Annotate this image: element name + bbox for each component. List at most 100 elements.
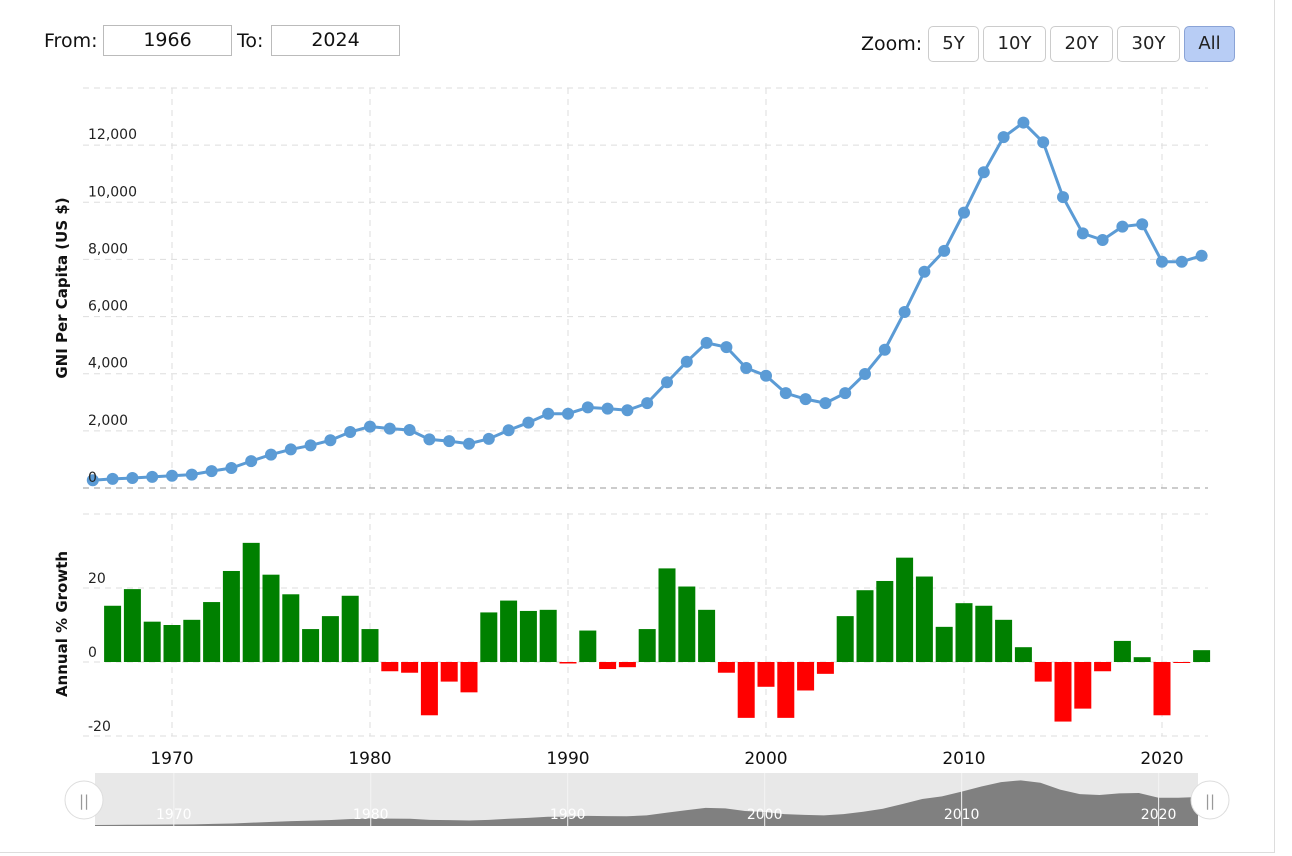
zoom-30y-button[interactable]: 30Y [1117,26,1180,62]
growth-bar [1193,650,1211,662]
y-axis-title: Annual % Growth [53,551,71,697]
zoom-10y-button[interactable]: 10Y [983,26,1046,62]
gni-data-point [938,244,951,257]
gni-data-point [740,362,753,374]
gni-data-point [106,472,119,485]
zoom-5y-button[interactable]: 5Y [928,26,979,62]
gni-data-point [1076,227,1089,240]
zoom-label: Zoom: [861,33,923,55]
growth-bar [836,616,854,662]
gni-data-point [126,472,139,484]
growth-bar [163,625,181,662]
gni-data-point [403,424,416,436]
gni-data-point [166,469,178,482]
growth-bar [935,626,953,662]
growth-bar [678,586,696,662]
from-year-input[interactable]: 1966 [103,25,232,56]
x-tick-label: 2000 [744,749,787,769]
gni-data-point [265,448,277,461]
navigator-right-handle[interactable]: || [1190,780,1230,820]
growth-bar [361,629,379,662]
gni-data-point [1195,249,1208,262]
growth-bar [1173,662,1191,663]
gni-data-point [1116,220,1129,233]
gni-data-point [641,397,654,410]
y-tick-label: 12,000 [88,127,137,143]
gni-data-point [482,432,495,445]
zoom-all-button[interactable]: All [1184,26,1235,62]
handle-circle [64,780,104,820]
y-tick-label: 6,000 [88,299,128,315]
to-year-input[interactable]: 2024 [271,25,400,56]
growth-bar [143,621,161,662]
gni-data-point [542,407,555,420]
navigator-tick-label: 1980 [353,807,389,823]
growth-bar [242,542,260,662]
y-tick-label: 0 [88,645,97,661]
y-tick-label: 2,000 [88,413,128,429]
gni-data-point [245,455,258,468]
growth-bar [440,662,458,682]
gni-data-point [86,474,99,487]
zoom-20y-button[interactable]: 20Y [1050,26,1113,62]
growth-bar [1133,657,1151,662]
growth-bar [1113,640,1131,662]
gni-data-point [918,265,931,278]
growth-bar [1014,647,1032,662]
x-tick-label: 1980 [348,749,391,769]
growth-bar [1074,662,1092,709]
growth-bar [995,619,1013,662]
navigator-tick-label: 2010 [944,807,980,823]
x-tick-label: 2010 [942,749,985,769]
gni-data-point [1096,234,1109,246]
navigator-tick-label: 2000 [747,807,783,823]
growth-bar [123,589,141,662]
handle-circle [1190,780,1230,820]
gni-data-point [621,404,634,417]
gni-data-point [859,368,871,380]
gni-data-point [284,443,297,456]
gni-data-point [1175,255,1188,268]
growth-bar [1054,662,1072,722]
y-tick-label: 20 [88,571,106,587]
gni-data-point [601,402,614,415]
gni-data-point [364,420,376,433]
navigator-left-handle[interactable]: || [64,780,104,820]
growth-bar [183,619,201,662]
gni-data-point [185,468,198,481]
gni-data-point [344,426,357,438]
growth-bar [104,605,122,662]
growth-bar [955,603,973,662]
navigator-tick-label: 1990 [550,807,586,823]
gni-data-point [997,131,1010,144]
growth-bar [757,662,775,687]
growth-bar [401,662,419,673]
growth-bar [559,662,577,664]
grip-icon: || [79,792,89,810]
growth-bar [658,568,676,662]
gni-data-point [562,407,574,420]
navigator-tick-label: 1970 [156,807,192,823]
gni-data-point [443,435,456,448]
gni-data-point [502,424,515,437]
gni-data-point [225,462,238,474]
gni-data-point [205,465,218,478]
gni-data-point [463,437,475,450]
growth-bar [262,574,280,662]
gni-data-point [760,369,772,382]
growth-bar [717,662,735,673]
gni-data-point [720,341,733,354]
gni-data-point [1057,191,1069,204]
gni-data-point [799,393,812,406]
gni-data-point [779,387,792,400]
to-label: To: [237,30,264,52]
y-tick-label: 10,000 [88,184,137,200]
growth-bar [519,610,537,662]
gni-data-point [581,401,594,414]
x-tick-label: 1990 [546,749,589,769]
y-tick-label: -20 [88,719,111,735]
growth-bar [222,570,240,662]
gni-data-point [423,433,436,446]
